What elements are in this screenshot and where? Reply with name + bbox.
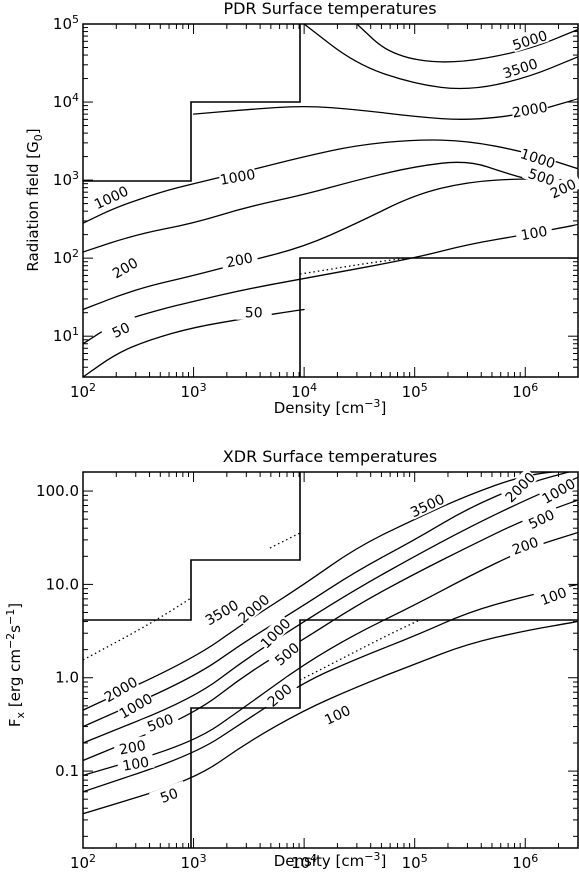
contour-label-bg	[505, 531, 545, 559]
contour-200	[83, 531, 578, 777]
contour-label-bg	[267, 635, 306, 671]
xdr-xlabel: Density [cm−3]	[274, 850, 387, 870]
contour-label-bg	[518, 144, 558, 171]
pdr-panel: PDR Surface temperatures 102 103 104 105 106…	[24, 0, 579, 417]
xdr-dotted-upper2	[269, 532, 301, 549]
pdr-ticks: 102 103 104 105 106 101 102 103 104 105	[53, 13, 579, 401]
y-tick-label: 10.0	[46, 575, 79, 593]
contour-label-bg	[500, 54, 540, 81]
contour-label-500: 500	[145, 712, 176, 736]
xdr-ylabel: Fx [erg cm−2s−1]	[4, 603, 27, 727]
contour-label-bg	[509, 26, 550, 53]
y-tick-label: 105	[53, 13, 79, 33]
y-tick-label: 1.0	[55, 669, 79, 687]
contour-label-bg	[218, 164, 257, 187]
contour-100	[83, 583, 578, 793]
contour-label-bg	[501, 468, 538, 505]
y-tick-label: 103	[53, 169, 79, 189]
contour-1000	[83, 139, 578, 224]
contour-label-bg	[317, 699, 357, 729]
contour-2000	[83, 472, 572, 728]
x-tick-label: 105	[402, 381, 428, 401]
contour-label-bg	[113, 735, 152, 758]
contour-label-bg	[234, 590, 273, 626]
contour-label-bg	[522, 162, 562, 190]
contour-label-200: 200	[118, 738, 147, 758]
contour-label-2000: 2000	[511, 100, 549, 122]
contour-label-bg	[235, 303, 272, 320]
contour-500	[83, 161, 546, 253]
x-tick-label: 106	[512, 381, 538, 401]
contour-label-bg	[100, 314, 141, 344]
contour-label-bg	[104, 251, 145, 283]
pdr-contour-labels: 5000350020001000500200100501000100020020…	[91, 26, 579, 344]
contour-200	[83, 178, 578, 311]
contour-label-bg	[140, 708, 180, 736]
contour-3500	[83, 472, 560, 711]
contour-50	[83, 308, 305, 377]
x-tick-label: 106	[512, 852, 538, 872]
contour-label-bg	[538, 474, 578, 507]
pdr-plot-frame	[82, 23, 579, 378]
contour-label-50: 50	[245, 306, 263, 322]
y-tick-label: 102	[53, 247, 79, 267]
y-tick-label: 0.1	[55, 762, 79, 780]
contour-label-bg	[260, 676, 298, 713]
y-tick-label: 101	[53, 325, 79, 345]
contour-label-1000: 1000	[219, 167, 257, 189]
pdr-title: PDR Surface temperatures	[223, 0, 436, 18]
pdr-dotted-continuation	[299, 257, 411, 275]
x-tick-label: 102	[70, 381, 96, 401]
contour-label-bg	[91, 181, 131, 212]
contour-label-bg	[407, 489, 447, 520]
xdr-dotted-lower	[299, 619, 421, 681]
x-tick-label: 103	[181, 381, 207, 401]
contour-label-50: 50	[158, 786, 180, 807]
contour-label-bg	[115, 689, 155, 721]
contour-500	[83, 499, 578, 762]
contour-3500	[303, 24, 578, 90]
pdr-contours	[83, 24, 578, 377]
contour-label-bg	[149, 780, 189, 809]
x-tick-label: 104	[291, 381, 317, 401]
xdr-panel: XDR Surface temperatures 102 103 104 105 106…	[4, 447, 579, 872]
pdr-lower-boundary	[299, 257, 578, 377]
x-tick-label: 103	[181, 852, 207, 872]
xdr-lower-boundary	[190, 619, 578, 848]
contour-1000	[83, 476, 578, 744]
contour-label-200: 200	[225, 250, 254, 271]
pdr-ylabel: Radiation field [G0]	[24, 128, 45, 271]
contour-label-bg	[533, 581, 573, 609]
contour-label-bg	[521, 503, 561, 534]
contour-label-bg	[100, 672, 140, 705]
pdr-upper-boundary	[83, 24, 301, 182]
contour-5000	[356, 24, 578, 63]
contour-label-500: 500	[526, 166, 556, 189]
contour-label-bg	[256, 614, 294, 651]
y-tick-label: 100.0	[36, 482, 79, 500]
contour-label-100: 100	[520, 224, 549, 244]
y-tick-label: 104	[53, 91, 79, 111]
x-tick-label: 102	[70, 852, 96, 872]
xdr-title: XDR Surface temperatures	[223, 447, 437, 466]
contour-label-100: 100	[121, 754, 150, 774]
contour-label-200: 200	[510, 535, 541, 559]
xdr-dotted-upper	[82, 597, 192, 661]
xdr-upper-boundary	[83, 472, 301, 621]
contour-label-bg	[514, 221, 553, 244]
pdr-xlabel: Density [cm−3]	[274, 397, 387, 417]
contour-label-50: 50	[110, 320, 133, 342]
contour-label-5000: 5000	[511, 28, 550, 54]
contour-label-bg	[219, 247, 259, 271]
x-tick-label: 105	[402, 852, 428, 872]
contour-label-100: 100	[539, 585, 570, 609]
contour-label-bg	[510, 97, 549, 120]
contour-label-bg	[542, 172, 579, 203]
contour-label-bg	[201, 595, 241, 628]
contour-label-bg	[116, 751, 155, 774]
xdr-contours	[83, 472, 578, 815]
